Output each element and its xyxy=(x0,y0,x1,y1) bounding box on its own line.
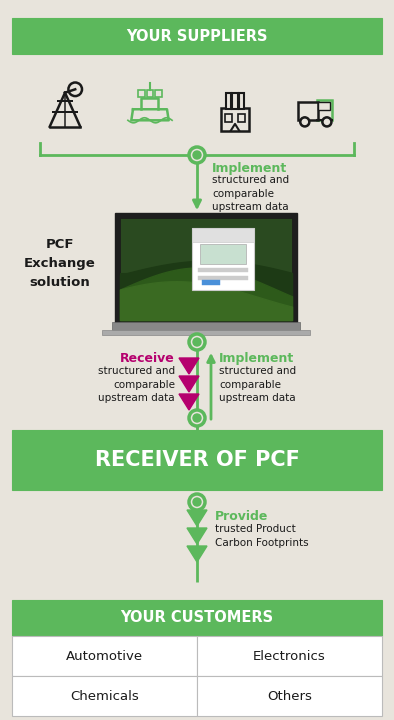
Polygon shape xyxy=(179,394,199,410)
Text: RECEIVER OF PCF: RECEIVER OF PCF xyxy=(95,450,299,470)
Text: Implement: Implement xyxy=(219,352,294,365)
FancyBboxPatch shape xyxy=(12,430,382,490)
Text: YOUR CUSTOMERS: YOUR CUSTOMERS xyxy=(121,611,273,626)
FancyBboxPatch shape xyxy=(226,94,231,109)
Text: structured and
comparable
upstream data: structured and comparable upstream data xyxy=(98,366,175,403)
Circle shape xyxy=(189,334,205,350)
FancyBboxPatch shape xyxy=(197,676,382,716)
Circle shape xyxy=(193,338,201,346)
FancyBboxPatch shape xyxy=(192,228,254,242)
Text: structured and
comparable
upstream data: structured and comparable upstream data xyxy=(219,366,296,403)
Polygon shape xyxy=(179,376,199,392)
FancyBboxPatch shape xyxy=(239,94,244,109)
FancyBboxPatch shape xyxy=(198,276,248,280)
FancyBboxPatch shape xyxy=(120,218,292,320)
Text: Chemicals: Chemicals xyxy=(70,690,139,703)
Circle shape xyxy=(193,414,201,422)
Text: YOUR SUPPLIERS: YOUR SUPPLIERS xyxy=(126,29,268,43)
FancyBboxPatch shape xyxy=(155,90,162,96)
Text: PCF
Exchange
solution: PCF Exchange solution xyxy=(24,238,96,289)
Circle shape xyxy=(193,498,201,506)
FancyBboxPatch shape xyxy=(147,90,153,96)
FancyBboxPatch shape xyxy=(232,94,238,109)
FancyBboxPatch shape xyxy=(238,114,245,122)
Circle shape xyxy=(300,117,310,127)
FancyBboxPatch shape xyxy=(198,268,248,272)
Polygon shape xyxy=(187,546,207,562)
Text: Automotive: Automotive xyxy=(66,649,143,662)
FancyBboxPatch shape xyxy=(197,636,382,676)
Text: Others: Others xyxy=(267,690,312,703)
Text: Electronics: Electronics xyxy=(253,649,326,662)
Text: Receive: Receive xyxy=(120,352,175,365)
FancyBboxPatch shape xyxy=(112,322,300,330)
Circle shape xyxy=(324,120,329,125)
FancyBboxPatch shape xyxy=(202,280,220,285)
FancyBboxPatch shape xyxy=(138,90,145,96)
FancyBboxPatch shape xyxy=(120,273,292,320)
FancyBboxPatch shape xyxy=(12,18,382,54)
FancyBboxPatch shape xyxy=(12,636,197,676)
Circle shape xyxy=(189,410,205,426)
FancyBboxPatch shape xyxy=(115,213,297,325)
Circle shape xyxy=(302,120,307,125)
FancyBboxPatch shape xyxy=(12,600,382,636)
Circle shape xyxy=(189,147,205,163)
FancyBboxPatch shape xyxy=(225,114,232,122)
Text: Implement: Implement xyxy=(212,162,287,175)
Text: Provide: Provide xyxy=(215,510,268,523)
Polygon shape xyxy=(187,510,207,526)
FancyBboxPatch shape xyxy=(200,244,246,264)
FancyBboxPatch shape xyxy=(102,330,310,335)
FancyBboxPatch shape xyxy=(298,102,318,120)
FancyBboxPatch shape xyxy=(318,102,330,110)
FancyBboxPatch shape xyxy=(12,676,197,716)
Text: trusted Product
Carbon Footprints: trusted Product Carbon Footprints xyxy=(215,524,309,548)
FancyBboxPatch shape xyxy=(221,108,249,131)
Circle shape xyxy=(322,117,332,127)
Circle shape xyxy=(69,83,82,96)
Circle shape xyxy=(193,151,201,159)
Polygon shape xyxy=(179,358,199,374)
FancyBboxPatch shape xyxy=(317,100,332,120)
Circle shape xyxy=(189,494,205,510)
Text: structured and
comparable
upstream data: structured and comparable upstream data xyxy=(212,175,289,212)
FancyBboxPatch shape xyxy=(192,228,254,290)
Polygon shape xyxy=(187,528,207,544)
